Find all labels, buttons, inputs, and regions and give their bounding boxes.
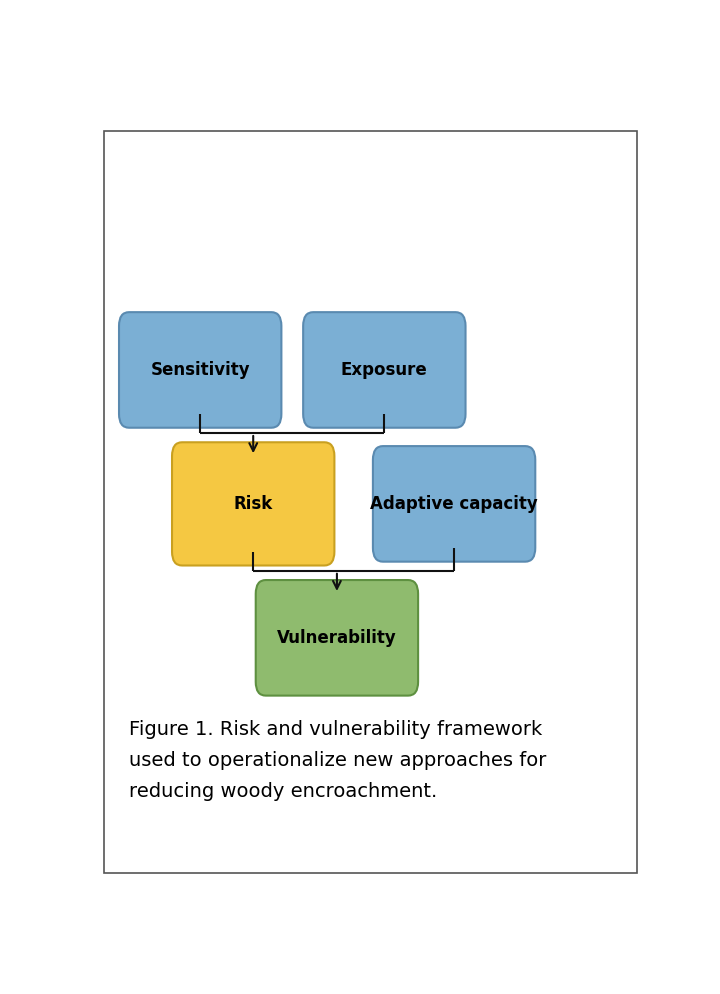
FancyBboxPatch shape <box>373 446 535 562</box>
Text: Sensitivity: Sensitivity <box>150 361 250 379</box>
Text: Figure 1. Risk and vulnerability framework
used to operationalize new approaches: Figure 1. Risk and vulnerability framewo… <box>129 720 546 801</box>
Text: Adaptive capacity: Adaptive capacity <box>370 495 538 513</box>
Text: Risk: Risk <box>233 495 273 513</box>
FancyBboxPatch shape <box>172 442 334 566</box>
FancyBboxPatch shape <box>119 312 282 427</box>
FancyBboxPatch shape <box>256 580 418 696</box>
Text: Vulnerability: Vulnerability <box>277 629 397 647</box>
FancyBboxPatch shape <box>303 312 466 427</box>
Text: Exposure: Exposure <box>341 361 428 379</box>
